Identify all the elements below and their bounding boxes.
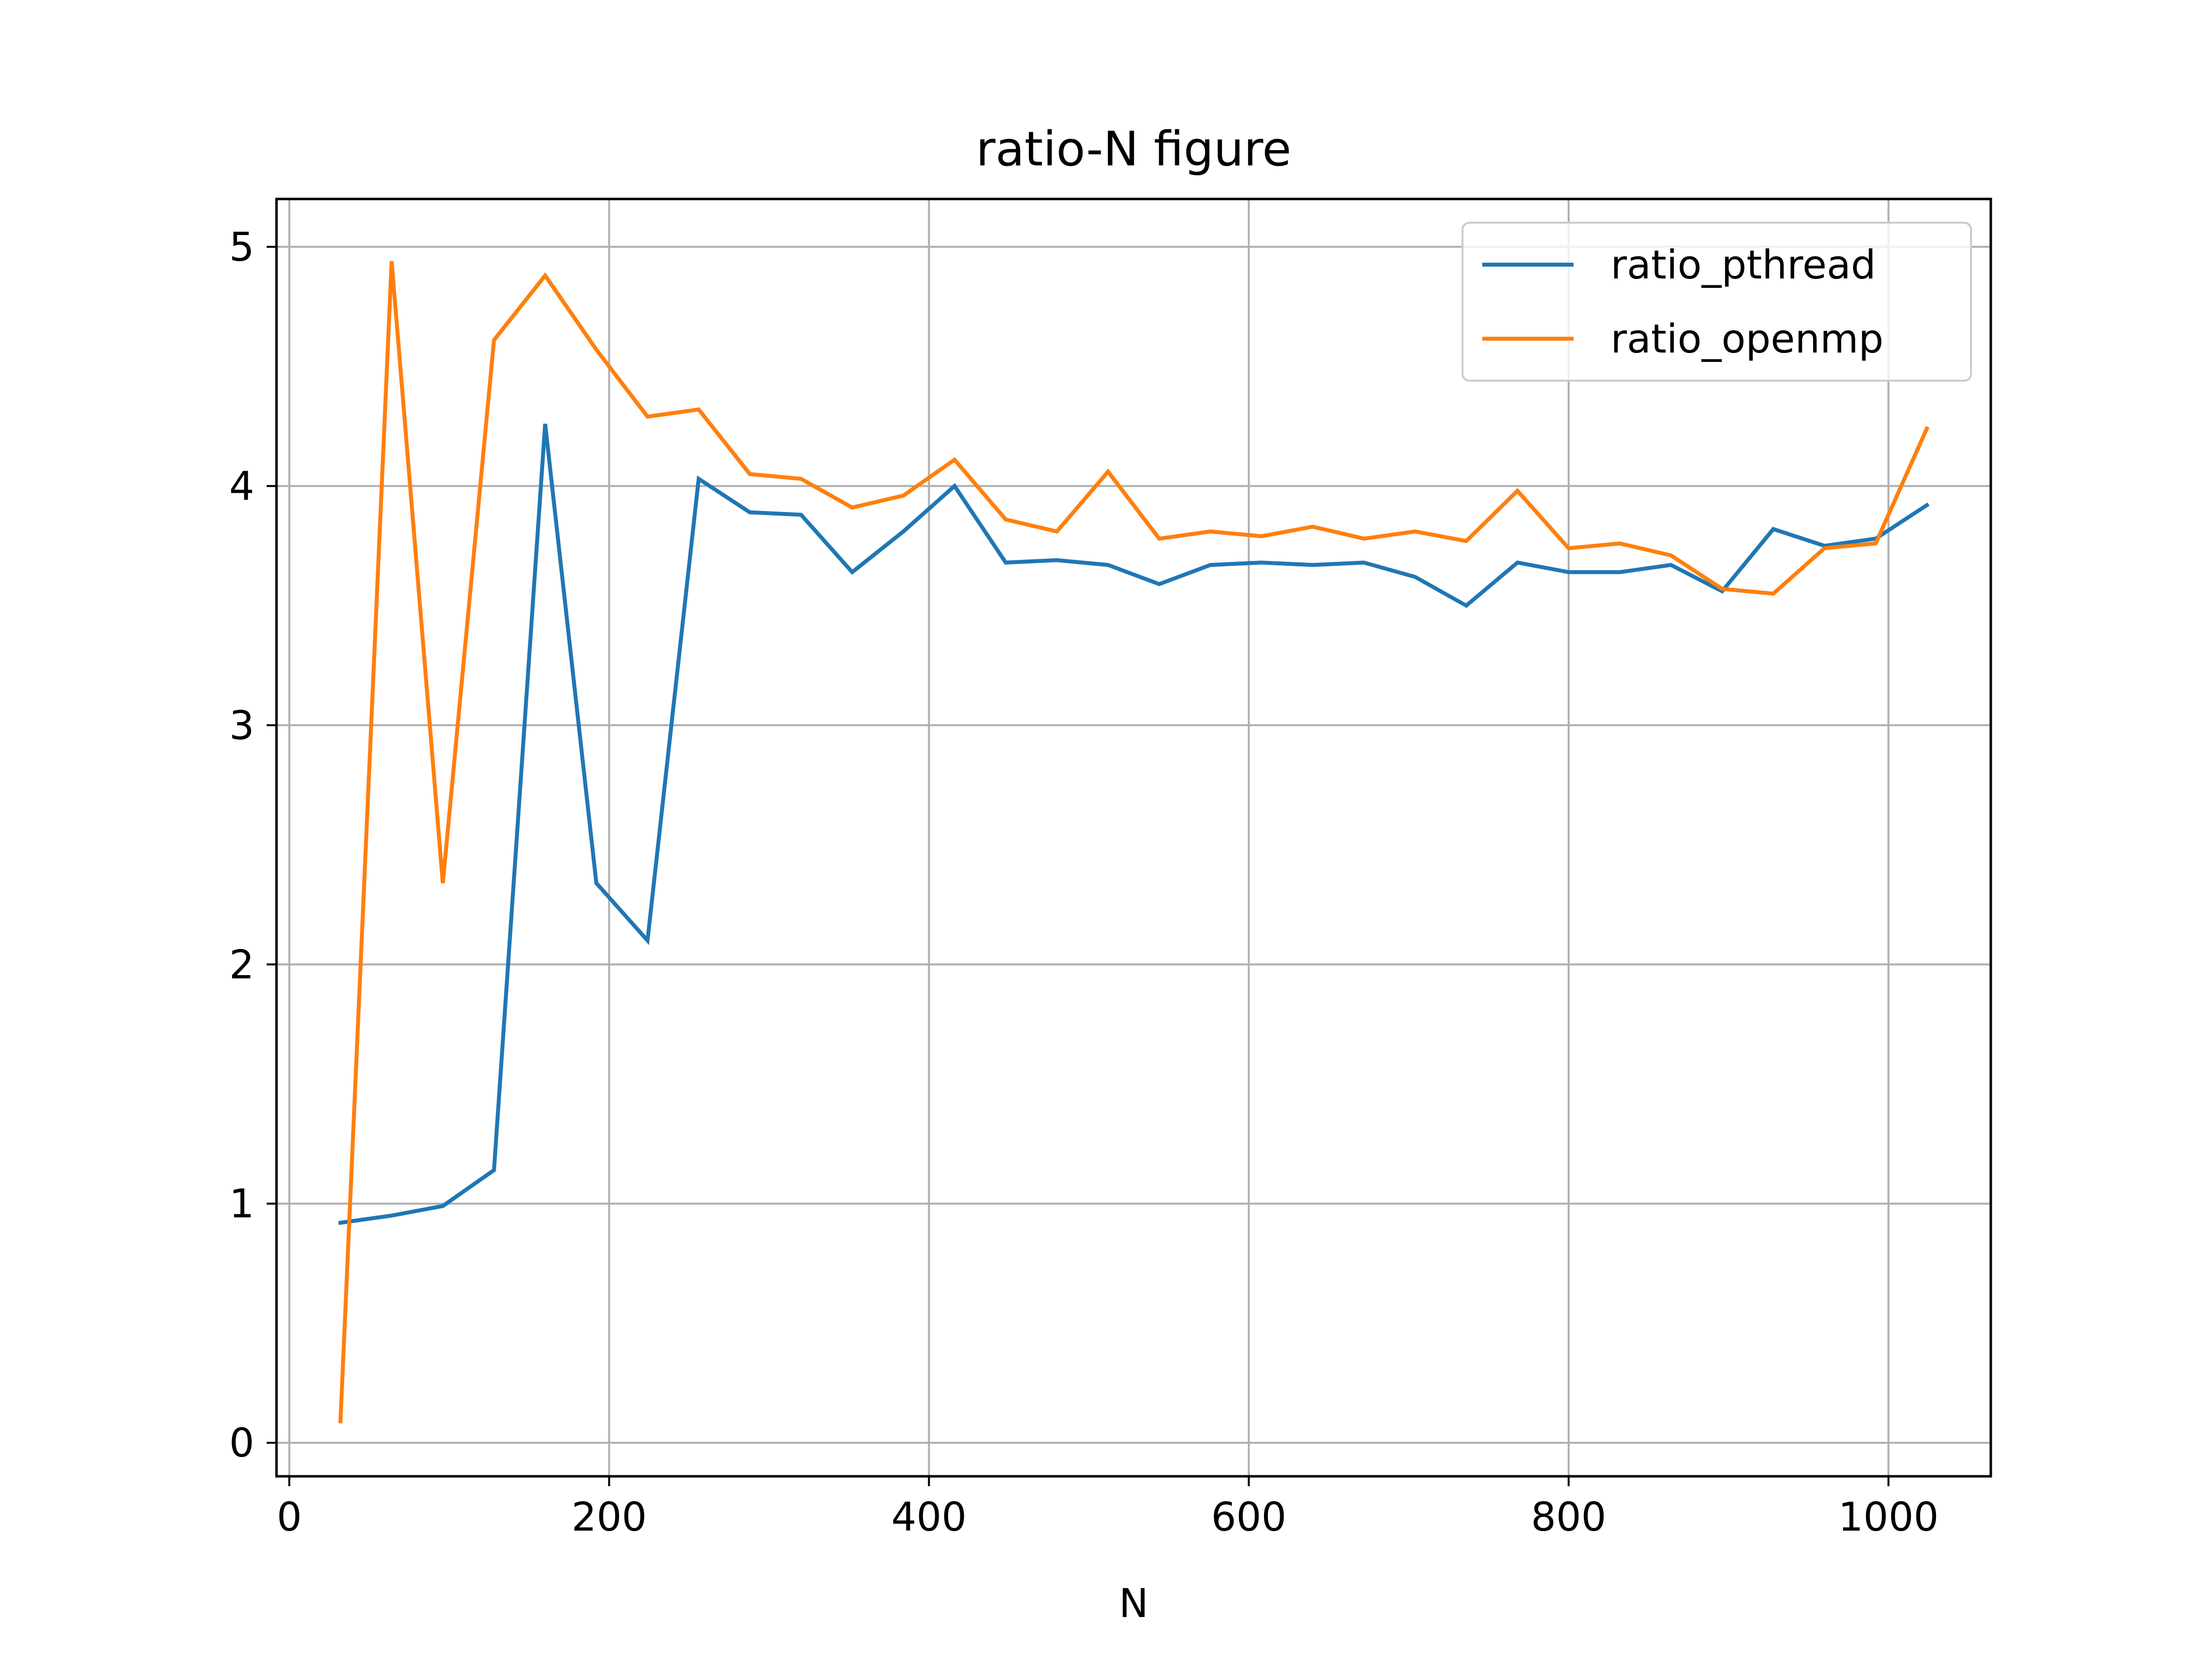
legend-entries: ratio_pthread ratio_openmp bbox=[1482, 242, 1884, 362]
y-tick-label: 1 bbox=[229, 1181, 254, 1227]
legend-label-ratio-pthread: ratio_pthread bbox=[1611, 242, 1876, 288]
y-tick-label: 4 bbox=[229, 463, 254, 509]
x-tick-label: 400 bbox=[891, 1494, 967, 1540]
x-tick-label: 200 bbox=[571, 1494, 647, 1540]
series-line-ratio-pthread bbox=[338, 423, 1930, 1225]
y-tick-label: 5 bbox=[229, 224, 254, 270]
series-lines bbox=[338, 261, 1930, 1423]
y-tick-label: 3 bbox=[229, 703, 254, 749]
x-tick-label: 1000 bbox=[1838, 1494, 1939, 1540]
legend-label-ratio-openmp: ratio_openmp bbox=[1611, 316, 1884, 362]
legend-box bbox=[1462, 222, 1972, 382]
x-tick-label: 600 bbox=[1211, 1494, 1287, 1540]
x-axis-title: N bbox=[1119, 1580, 1148, 1626]
plot-frame bbox=[275, 198, 1992, 1478]
chart-title: ratio-N figure bbox=[976, 121, 1292, 177]
axis-ticks: 0 200 400 600 800 1000 0 1 2 3 4 5 bbox=[229, 224, 1938, 1540]
x-tick-label: 0 bbox=[276, 1494, 302, 1540]
y-tick-label: 0 bbox=[229, 1420, 254, 1466]
y-tick-label: 2 bbox=[229, 942, 254, 988]
x-tick-label: 800 bbox=[1531, 1494, 1607, 1540]
legend: ratio_pthread ratio_openmp bbox=[1462, 222, 1972, 382]
series-line-ratio-openmp bbox=[338, 261, 1930, 1423]
grid bbox=[276, 199, 1991, 1476]
